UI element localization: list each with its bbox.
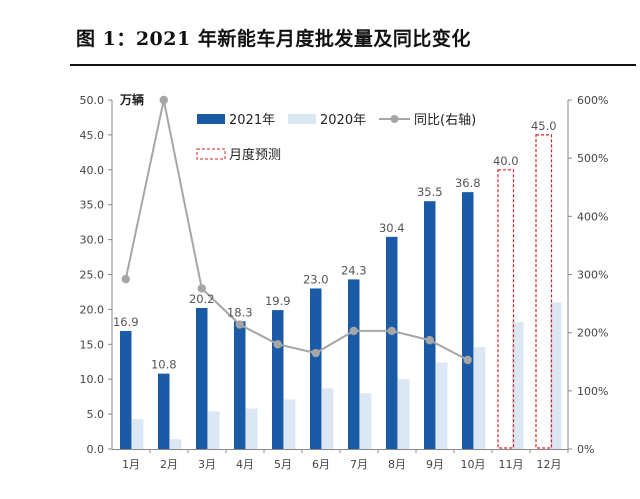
y2-tick-label: 100%	[577, 385, 608, 398]
y2-tick-label: 400%	[577, 210, 608, 223]
y-tick-label: 10.0	[80, 373, 105, 386]
bar-2021	[462, 192, 474, 450]
legend-marker-yoy	[390, 115, 399, 123]
x-tick-label: 1月	[122, 458, 140, 471]
y-tick-label: 35.0	[80, 199, 105, 212]
yoy-point	[159, 95, 168, 105]
y-tick-label: 0.0	[87, 443, 105, 456]
yoy-point	[121, 274, 130, 284]
data-label: 35.5	[417, 185, 443, 199]
bar-2021	[196, 308, 208, 449]
bar-2020	[398, 379, 410, 449]
y-tick-label: 20.0	[80, 303, 105, 316]
yoy-point	[197, 284, 206, 293]
legend-swatch-2021	[197, 114, 225, 124]
yoy-point	[425, 336, 434, 345]
x-tick-label: 6月	[312, 458, 330, 471]
bar-2021	[120, 331, 132, 449]
legend-label-2021: 2021年	[229, 113, 275, 128]
bar-2021	[424, 201, 436, 449]
data-label: 45.0	[531, 119, 557, 133]
y-tick-label: 50.0	[80, 94, 105, 107]
legend-label-forecast: 月度预测	[229, 147, 281, 163]
yoy-point	[463, 355, 472, 365]
y2-tick-label: 200%	[577, 327, 608, 340]
y-tick-label: 25.0	[80, 269, 105, 282]
y2-tick-label: 500%	[577, 152, 608, 165]
x-tick-label: 11月	[499, 458, 524, 471]
bar-2020	[512, 321, 524, 449]
x-tick-label: 4月	[236, 458, 254, 471]
x-tick-label: 9月	[426, 458, 444, 471]
yoy-point	[311, 348, 320, 358]
series-forecast	[497, 134, 553, 449]
legend-label-yoy: 同比(右轴)	[414, 113, 476, 128]
y-tick-label: 30.0	[80, 234, 105, 247]
y-tick-label: 40.0	[80, 164, 105, 177]
bar-2020	[170, 439, 182, 449]
x-tick-label: 5月	[274, 458, 292, 471]
bar-2021	[348, 279, 360, 449]
bar-2021	[234, 321, 246, 449]
series-2021	[120, 192, 474, 450]
bar-2020	[360, 393, 372, 449]
x-tick-label: 3月	[198, 458, 216, 471]
data-label: 30.4	[379, 221, 405, 235]
legend-label-2020: 2020年	[320, 113, 366, 128]
y2-tick-label: 0%	[577, 443, 594, 456]
bar-2020	[284, 399, 296, 449]
data-label: 36.8	[455, 176, 481, 190]
bar-2020	[550, 302, 562, 449]
data-label: 19.9	[265, 294, 291, 308]
data-label: 20.2	[189, 292, 215, 306]
x-tick-label: 8月	[388, 458, 406, 471]
yoy-point	[387, 326, 396, 336]
x-tick-label: 12月	[537, 458, 562, 471]
left-y-axis: 0.0 5.0 10.0 15.0 20.0 25.0 30.0 35.0 40.0 45.0 50…	[80, 94, 112, 456]
x-axis: 1月 2月 3月 4月 5月 6月 7月 8月 9月 10月 11月 12月	[122, 449, 569, 471]
data-label: 18.3	[227, 305, 253, 319]
bar-2021	[386, 236, 398, 449]
series-yoy-line	[121, 95, 472, 365]
legend-swatch-forecast	[196, 148, 226, 160]
data-label: 24.3	[341, 263, 367, 277]
bar-2021	[272, 310, 284, 449]
data-label: 40.0	[493, 154, 519, 168]
bar-2020	[436, 362, 448, 449]
data-label: 10.8	[151, 358, 177, 372]
x-tick-label: 2月	[160, 458, 178, 471]
bar-2021	[158, 373, 170, 449]
y2-tick-label: 300%	[577, 269, 608, 282]
y2-tick-label: 600%	[577, 94, 608, 107]
forecast-bar	[535, 134, 553, 449]
bar-2020	[208, 411, 220, 449]
y-tick-label: 45.0	[80, 129, 105, 142]
y-tick-label: 5.0	[87, 408, 105, 421]
figure-title: 图 1：2021 年新能车月度批发量及同比变化	[76, 28, 471, 50]
bar-2020	[246, 408, 258, 449]
x-tick-label: 7月	[350, 458, 368, 471]
data-labels: 16.9 10.8 20.2 18.3 19.9 23.0 24.3 30.4 35.5 36.8…	[113, 119, 557, 372]
legend: 2021年 2020年 同比(右轴) 月度预测	[196, 113, 476, 163]
right-y-axis: 0% 100% 200% 300% 400% 500% 600%	[568, 94, 608, 456]
x-tick-label: 10月	[461, 458, 486, 471]
bar-2020	[322, 388, 334, 449]
series-2020	[132, 302, 562, 449]
yoy-point	[273, 340, 282, 349]
yoy-line	[124, 99, 469, 361]
data-label: 16.9	[113, 315, 139, 329]
legend-swatch-2020	[288, 114, 316, 124]
y-axis-unit: 万辆	[119, 92, 144, 107]
y-tick-label: 15.0	[80, 338, 105, 351]
forecast-bar	[497, 169, 515, 449]
bar-2021	[310, 288, 322, 449]
data-label: 23.0	[303, 272, 329, 286]
title-rule	[70, 64, 636, 66]
bar-2020	[132, 418, 144, 449]
bar-2020	[474, 347, 486, 449]
yoy-point	[235, 320, 244, 329]
yoy-point	[349, 326, 358, 336]
